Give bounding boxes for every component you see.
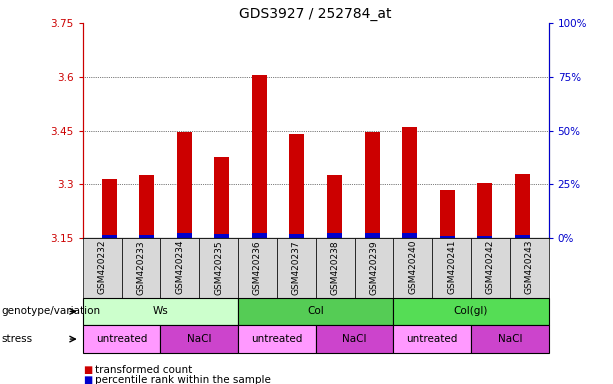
Bar: [215, 157, 229, 238]
Bar: [440, 190, 455, 238]
Bar: [365, 132, 379, 238]
Text: GSM420237: GSM420237: [292, 240, 301, 295]
Bar: [139, 235, 154, 238]
Text: Ws: Ws: [153, 306, 169, 316]
Bar: [139, 175, 154, 238]
Bar: [177, 132, 192, 238]
Text: percentile rank within the sample: percentile rank within the sample: [95, 375, 271, 384]
Bar: [289, 234, 305, 238]
Bar: [252, 233, 267, 238]
Bar: [327, 233, 342, 238]
Bar: [289, 134, 305, 238]
Text: NaCl: NaCl: [187, 334, 211, 344]
Text: untreated: untreated: [251, 334, 303, 344]
Bar: [402, 233, 417, 238]
Bar: [177, 233, 192, 238]
Bar: [102, 235, 116, 238]
Text: GSM420243: GSM420243: [525, 240, 534, 295]
Text: NaCl: NaCl: [498, 334, 522, 344]
Bar: [478, 182, 492, 238]
Text: stress: stress: [1, 334, 32, 344]
Text: transformed count: transformed count: [95, 365, 192, 375]
Bar: [515, 174, 530, 238]
Text: GSM420235: GSM420235: [214, 240, 223, 295]
Text: GSM420232: GSM420232: [97, 240, 107, 295]
Text: GSM420233: GSM420233: [137, 240, 145, 295]
Bar: [402, 127, 417, 238]
Bar: [327, 175, 342, 238]
Bar: [515, 235, 530, 238]
Bar: [440, 236, 455, 238]
Text: ■: ■: [83, 375, 92, 384]
Text: GSM420240: GSM420240: [408, 240, 417, 295]
Text: GSM420238: GSM420238: [330, 240, 340, 295]
Bar: [478, 235, 492, 238]
Title: GDS3927 / 252784_at: GDS3927 / 252784_at: [240, 7, 392, 21]
Text: ■: ■: [83, 365, 92, 375]
Text: GSM420242: GSM420242: [486, 240, 495, 295]
Text: Col(gl): Col(gl): [454, 306, 488, 316]
Bar: [252, 75, 267, 238]
Text: GSM420236: GSM420236: [253, 240, 262, 295]
Bar: [215, 234, 229, 238]
Text: GSM420241: GSM420241: [447, 240, 456, 295]
Text: GSM420239: GSM420239: [370, 240, 378, 295]
Text: GSM420234: GSM420234: [175, 240, 185, 295]
Text: untreated: untreated: [96, 334, 147, 344]
Text: untreated: untreated: [406, 334, 458, 344]
Text: Col: Col: [307, 306, 324, 316]
Text: genotype/variation: genotype/variation: [1, 306, 101, 316]
Bar: [365, 233, 379, 238]
Text: NaCl: NaCl: [342, 334, 367, 344]
Bar: [102, 179, 116, 238]
